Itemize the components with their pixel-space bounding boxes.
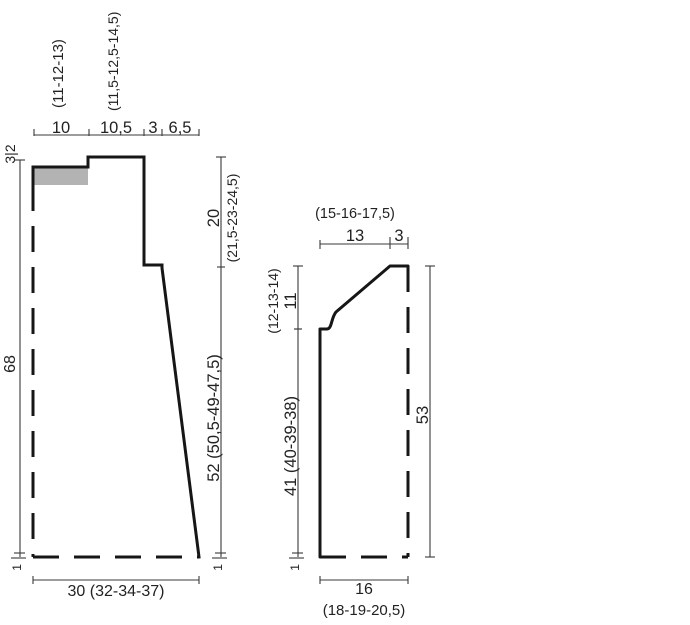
svg-text:16: 16	[355, 581, 373, 598]
svg-text:52 (50,5-49-47,5): 52 (50,5-49-47,5)	[205, 354, 223, 482]
svg-text:41 (40-39-38): 41 (40-39-38)	[282, 396, 300, 496]
svg-text:13: 13	[346, 227, 364, 245]
svg-text:6,5: 6,5	[169, 119, 192, 137]
svg-text:20: 20	[205, 209, 223, 227]
svg-text:(15-16-17,5): (15-16-17,5)	[315, 206, 395, 222]
svg-text:11: 11	[282, 292, 300, 309]
svg-text:(12-13-14): (12-13-14)	[265, 268, 281, 333]
svg-text:1: 1	[10, 564, 24, 571]
svg-text:1: 1	[211, 564, 225, 571]
svg-text:53: 53	[414, 406, 432, 424]
svg-text:(11,5-12,5-14,5): (11,5-12,5-14,5)	[105, 12, 121, 111]
svg-text:(21,5-23-24,5): (21,5-23-24,5)	[224, 174, 240, 263]
svg-text:3: 3	[394, 227, 403, 245]
svg-text:68: 68	[2, 355, 19, 373]
svg-text:30 (32-34-37): 30 (32-34-37)	[68, 583, 165, 600]
svg-text:1: 1	[288, 564, 302, 571]
svg-text:(18-19-20,5): (18-19-20,5)	[323, 602, 406, 619]
svg-text:10,5: 10,5	[100, 119, 132, 137]
svg-text:10: 10	[52, 119, 70, 137]
svg-text:3|2: 3|2	[2, 144, 18, 163]
svg-text:3: 3	[148, 119, 157, 137]
svg-text:(11-12-13): (11-12-13)	[50, 39, 67, 108]
